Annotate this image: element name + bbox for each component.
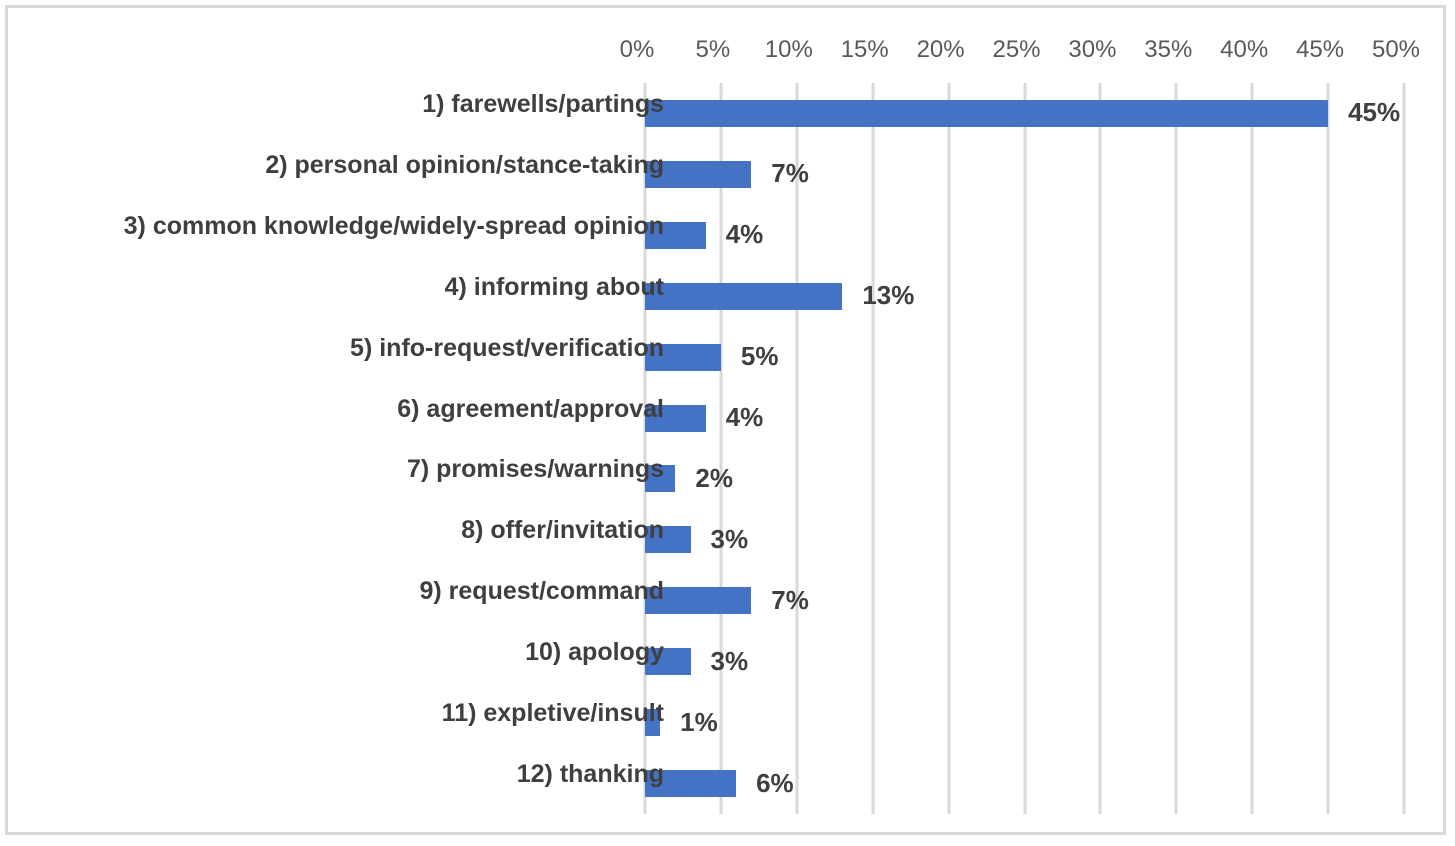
bar-2pct xyxy=(645,465,676,493)
gridline xyxy=(1326,83,1330,814)
gridline xyxy=(1402,83,1406,814)
x-tick-label: 15% xyxy=(840,36,889,63)
bar-row: 4% xyxy=(645,388,1404,449)
category-label: 3) common knowledge/widely-spread opinio… xyxy=(123,211,664,240)
plot-area: 45% 7% 4% 13% 5% 4% 2% 3% 7% 3% 1% 6% xyxy=(643,83,1406,814)
category-label: 2) personal opinion/stance-taking xyxy=(265,150,664,179)
value-label: 6% xyxy=(756,767,794,798)
bar-4pct xyxy=(645,404,706,432)
bar-3pct xyxy=(645,526,691,554)
gridline xyxy=(871,83,875,814)
category-label: 7) promises/warnings xyxy=(406,455,664,484)
value-label: 4% xyxy=(725,402,764,433)
x-tick-label: 45% xyxy=(1296,36,1345,63)
gridline xyxy=(643,83,647,814)
x-tick-label: 40% xyxy=(1220,36,1269,63)
bar-6pct xyxy=(645,770,737,798)
bar-row: 6% xyxy=(645,753,1404,814)
category-label: 8) offer/invitation xyxy=(461,516,664,545)
category-label: 12) thanking xyxy=(516,760,664,789)
gridline xyxy=(1098,83,1102,814)
value-label: 45% xyxy=(1348,97,1401,128)
x-tick-label: 0% xyxy=(619,36,655,63)
bar-row: 3% xyxy=(645,509,1404,570)
bar-row: 3% xyxy=(645,631,1404,692)
x-tick-label: 25% xyxy=(992,36,1041,63)
category-label: 9) request/command xyxy=(419,577,664,606)
value-label: 1% xyxy=(680,706,718,737)
bar-7pct xyxy=(645,587,752,615)
gridline xyxy=(1023,83,1026,814)
category-label: 4) informing about xyxy=(444,272,664,301)
x-tick-label: 10% xyxy=(764,36,813,63)
bar-row: 1% xyxy=(645,692,1404,753)
value-label: 3% xyxy=(710,523,749,554)
value-label: 3% xyxy=(710,645,749,676)
gridline xyxy=(947,83,951,814)
value-label: 7% xyxy=(771,584,809,615)
x-tick-label: 20% xyxy=(916,36,965,63)
bar-row: 13% xyxy=(645,266,1404,327)
bar-3pct xyxy=(645,648,691,676)
category-label: 10) apology xyxy=(525,638,664,667)
category-label: 5) info-request/verification xyxy=(350,333,664,362)
gridline xyxy=(719,83,723,814)
value-label: 5% xyxy=(740,341,779,372)
x-tick-label: 30% xyxy=(1068,36,1117,63)
category-label: 1) farewells/partings xyxy=(422,89,664,118)
category-label: 6) agreement/approval xyxy=(397,394,664,423)
value-label: 2% xyxy=(695,462,733,493)
bar-45pct xyxy=(645,99,1329,127)
x-tick-label: 5% xyxy=(695,36,731,63)
bar-7pct xyxy=(645,160,752,188)
gridline xyxy=(795,83,799,814)
x-tick-label: 35% xyxy=(1144,36,1193,63)
bar-1pct xyxy=(645,709,661,737)
bar-row: 45% xyxy=(645,83,1404,144)
bar-5pct xyxy=(645,343,721,371)
bar-row: 2% xyxy=(645,449,1404,510)
bar-row: 7% xyxy=(645,570,1404,631)
bar-row: 5% xyxy=(645,327,1404,388)
bar-row: 4% xyxy=(645,205,1404,266)
gridline xyxy=(1250,83,1254,814)
chart-frame: 45% 7% 4% 13% 5% 4% 2% 3% 7% 3% 1% 6% 0% 5% 10% 15% 20%… xyxy=(5,5,1446,835)
bar-4pct xyxy=(645,221,706,249)
value-label: 13% xyxy=(862,280,915,311)
category-label: 11) expletive/insult xyxy=(441,699,664,728)
value-label: 4% xyxy=(725,219,764,250)
value-label: 7% xyxy=(771,158,809,189)
bar-13pct xyxy=(645,282,843,310)
gridline xyxy=(1174,83,1178,814)
bar-row: 7% xyxy=(645,144,1404,205)
x-tick-label: 50% xyxy=(1371,36,1421,63)
